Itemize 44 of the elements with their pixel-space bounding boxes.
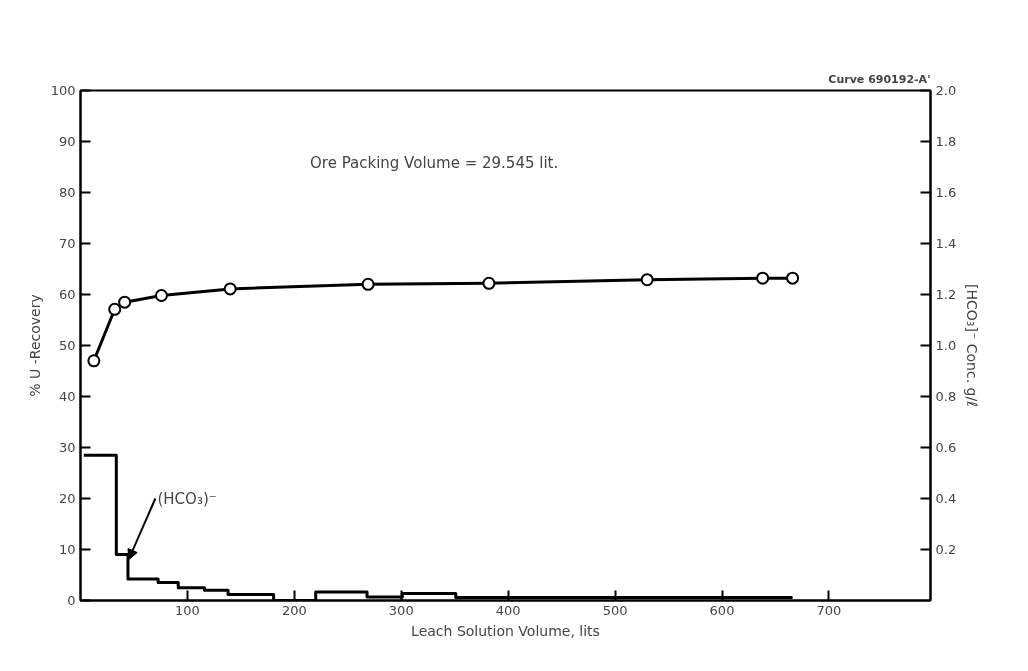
y2-tick-label: 1.8 [935,134,957,149]
y2-tick-label: 1.2 [935,287,957,302]
y-tick-label: 60 [58,287,76,302]
x-tick-label: 400 [495,602,521,618]
y2-tick-label: 0.2 [935,542,957,557]
y-tick-label: 70 [58,236,76,251]
y-tick-label: 90 [58,134,76,149]
x-tick-label: 200 [281,602,307,618]
y2-tick-label: 1.0 [935,338,957,353]
point [108,302,122,316]
y2-tick-label: 1.6 [935,185,957,200]
x-axis-title: Leach Solution Volume, lits [411,622,600,639]
x-tick-label: 500 [602,602,628,618]
point [154,289,168,303]
y2-tick-label: 1.4 [935,236,957,251]
annotation: Ore Packing Volume = 29.545 lit. [310,154,559,173]
text: Curve 690192-A' [828,72,931,86]
point [756,271,770,285]
y-tick-label: 80 [58,185,76,200]
y-tick-label: 50 [58,338,76,353]
x-tick-label: 700 [816,602,842,618]
x-tick-label: 300 [388,602,414,618]
y-axis-title: % U -Recovery [26,294,43,397]
y2-tick-label: 0.6 [935,440,957,455]
y2-tick-label: 2.0 [935,83,957,98]
y-tick-label: 30 [58,440,76,455]
y-tick-label: 100 [50,83,76,98]
annotation: (HCO₃)⁻ [157,489,217,508]
y2-tick-label: 0.8 [935,389,957,404]
point [223,282,237,296]
point [786,271,800,285]
point [118,295,132,309]
y2-axis-title: [HCO₃]⁻ Conc. g/ℓ [964,284,981,407]
y-tick-label: 20 [58,491,76,506]
x-tick-label: 600 [709,602,735,618]
y2-tick-label: 0.4 [935,491,957,506]
point [361,277,375,291]
y-tick-label: 40 [58,389,76,404]
point [482,276,496,290]
y-tick-label: 0 [67,593,76,608]
x-tick-label: 100 [175,602,200,618]
y-tick-label: 10 [58,542,76,557]
point [640,273,654,287]
point [87,354,101,368]
